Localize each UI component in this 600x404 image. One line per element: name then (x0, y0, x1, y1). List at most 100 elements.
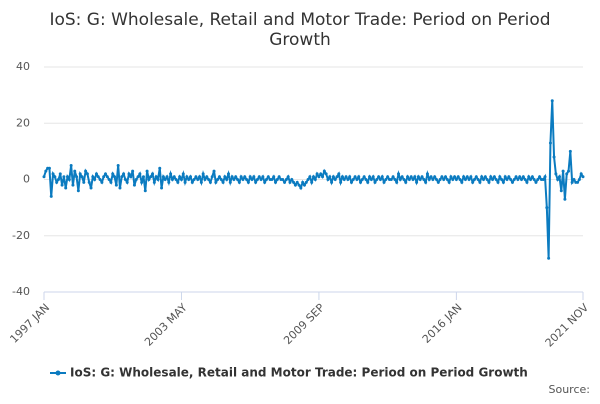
point (302, 183, 306, 187)
point (346, 178, 350, 181)
point (567, 169, 571, 173)
point (132, 183, 136, 187)
point (447, 180, 451, 184)
point (478, 180, 482, 184)
point (507, 175, 511, 179)
point (147, 178, 151, 181)
point (471, 180, 475, 184)
point (344, 175, 348, 179)
point (76, 189, 80, 193)
point (167, 180, 171, 184)
point (60, 183, 64, 187)
point (234, 175, 238, 179)
point (556, 178, 560, 181)
point (445, 178, 449, 181)
point (228, 180, 232, 184)
legend-marker (55, 370, 61, 376)
point (319, 172, 323, 176)
point (393, 178, 397, 181)
point (156, 178, 160, 181)
point (152, 180, 156, 184)
point (174, 178, 178, 181)
point (420, 175, 424, 179)
point (295, 180, 299, 184)
point (339, 180, 343, 184)
point (413, 175, 417, 179)
point (91, 175, 95, 179)
point (44, 169, 48, 173)
point (415, 180, 419, 184)
point (190, 180, 194, 184)
y-tick-label: 0 (23, 173, 30, 186)
x-tick-label: 2016 JAN (420, 301, 465, 346)
point (103, 172, 107, 176)
point (500, 178, 504, 181)
point (154, 175, 158, 179)
point (288, 180, 292, 184)
point (47, 166, 51, 170)
point (523, 178, 527, 181)
point (252, 175, 256, 179)
point (386, 175, 390, 179)
point (283, 180, 287, 184)
point (431, 178, 435, 181)
point (241, 178, 245, 181)
point (123, 178, 127, 181)
point (109, 180, 113, 184)
point (487, 180, 491, 184)
x-tick-label: 2021 NOV (543, 301, 592, 350)
point (187, 178, 191, 181)
point (536, 178, 540, 181)
point (527, 175, 531, 179)
point (456, 175, 460, 179)
point (308, 175, 312, 179)
point (362, 175, 366, 179)
point (98, 178, 102, 181)
point (201, 172, 205, 176)
point (521, 175, 525, 179)
point (232, 178, 236, 181)
point (134, 178, 138, 181)
point (80, 175, 84, 179)
point (42, 175, 46, 179)
point (485, 178, 489, 181)
point (192, 178, 196, 181)
point (198, 175, 202, 179)
point (293, 183, 297, 187)
point (216, 178, 220, 181)
point (400, 175, 404, 179)
point (427, 178, 431, 181)
point (425, 172, 429, 176)
point (512, 178, 516, 181)
point (246, 180, 250, 184)
point (73, 169, 77, 173)
point (496, 180, 500, 184)
point (554, 172, 558, 176)
point (505, 178, 509, 181)
point (219, 178, 223, 181)
point (404, 180, 408, 184)
point (292, 180, 296, 184)
point (545, 206, 549, 210)
point (261, 175, 265, 179)
point (299, 186, 303, 190)
point (96, 175, 100, 179)
point (118, 186, 122, 190)
y-tick-label: 20 (16, 116, 30, 129)
point (498, 175, 502, 179)
point (136, 175, 140, 179)
point (281, 178, 285, 181)
point (165, 175, 169, 179)
point (125, 180, 129, 184)
point (230, 175, 234, 179)
point (335, 175, 339, 179)
point (158, 166, 162, 170)
point (424, 180, 428, 184)
point (514, 175, 518, 179)
point (310, 180, 314, 184)
point (348, 175, 352, 179)
point (465, 175, 469, 179)
point (196, 178, 200, 181)
point (359, 180, 363, 184)
